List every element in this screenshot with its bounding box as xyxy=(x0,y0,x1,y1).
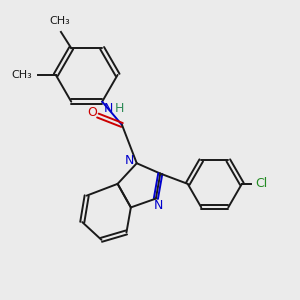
Text: N: N xyxy=(104,101,113,115)
Text: H: H xyxy=(115,101,124,115)
Text: O: O xyxy=(88,106,98,118)
Text: N: N xyxy=(154,199,164,212)
Text: CH₃: CH₃ xyxy=(50,16,70,26)
Text: CH₃: CH₃ xyxy=(11,70,32,80)
Text: Cl: Cl xyxy=(255,177,267,190)
Text: N: N xyxy=(125,154,134,167)
